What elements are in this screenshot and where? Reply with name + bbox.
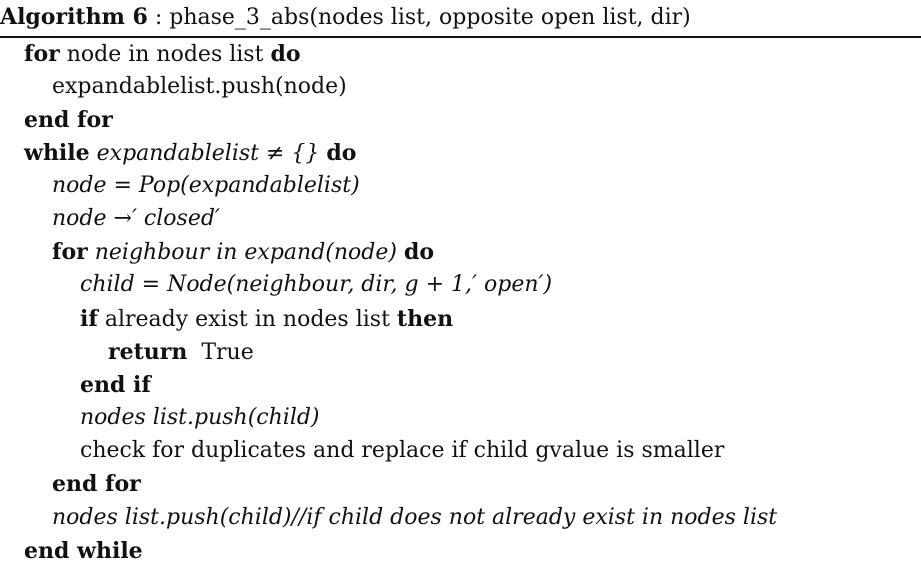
line-push-child: nodes list.push(child) <box>80 405 320 430</box>
algorithm-caption: Algorithm 6 : phase_3_abs(nodes list, op… <box>0 2 691 33</box>
keyword-do: do <box>270 41 301 67</box>
line-check-duplicates: check for duplicates and replace if chil… <box>80 438 725 463</box>
keyword-return: return <box>108 339 188 365</box>
line-for-nodes: for node in nodes list do <box>24 38 301 70</box>
line-for-neighbour: for neighbour in expand(node) do <box>52 236 434 268</box>
if-condition: already exist in nodes list <box>97 307 397 332</box>
return-value: True <box>187 340 254 365</box>
keyword-for: for <box>52 239 88 265</box>
for-body: node in nodes list <box>59 42 271 67</box>
keyword-do: do <box>403 239 435 265</box>
line-end-for-inner: end for <box>52 471 141 497</box>
keyword-do: do <box>326 140 357 166</box>
line-push-child-comment: nodes list.push(child)//if child does no… <box>52 505 778 530</box>
for-neighbour-expr: neighbour in expand(node) <box>87 240 404 265</box>
keyword-then: then <box>396 306 454 332</box>
line-end-for: end for <box>24 107 113 133</box>
keyword-while: while <box>24 140 90 166</box>
algorithm-signature: phase_3_abs(nodes list, opposite open li… <box>169 5 691 30</box>
line-close-node: node →′ closed′ <box>52 206 220 231</box>
while-condition: expandablelist ≠ {} <box>89 141 327 166</box>
line-while: while expandablelist ≠ {} do <box>24 137 356 169</box>
line-child-node: child = Node(neighbour, dir, g + 1,′ ope… <box>80 272 553 297</box>
line-if-exists: if already exist in nodes list then <box>80 303 453 335</box>
algorithm-label: Algorithm 6 <box>0 4 148 30</box>
caption-separator: : <box>147 5 170 30</box>
caption-rule <box>0 36 921 38</box>
line-pop-node: node = Pop(expandablelist) <box>52 173 360 198</box>
line-push-expandable: expandablelist.push(node) <box>52 74 347 99</box>
keyword-if: if <box>80 306 98 332</box>
keyword-for: for <box>24 41 60 67</box>
line-return-true: return True <box>108 336 254 368</box>
line-end-while: end while <box>24 538 143 564</box>
line-end-if: end if <box>80 372 151 398</box>
